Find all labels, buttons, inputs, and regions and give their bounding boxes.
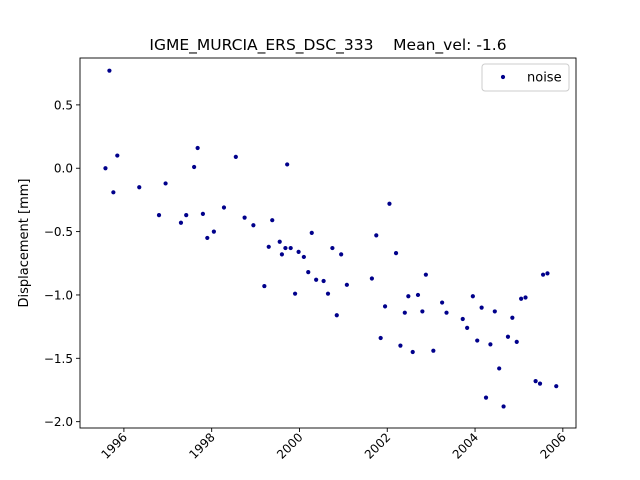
data-point <box>306 270 311 275</box>
data-point <box>465 325 470 330</box>
data-point <box>479 305 484 310</box>
data-point <box>321 278 326 284</box>
data-point <box>107 68 112 73</box>
data-point <box>415 292 421 298</box>
data-point <box>488 342 493 347</box>
legend-box <box>481 63 570 92</box>
data-point <box>233 154 238 159</box>
data-point <box>301 254 306 260</box>
data-point <box>378 335 383 341</box>
data-point <box>554 384 559 389</box>
y-tick-label: −2.0 <box>44 415 73 429</box>
data-point <box>178 220 184 225</box>
data-point <box>505 334 511 339</box>
data-point <box>111 190 116 195</box>
data-point <box>387 201 392 206</box>
data-point <box>444 310 449 315</box>
data-point <box>283 245 288 251</box>
data-point <box>460 316 465 322</box>
data-point <box>483 395 489 400</box>
data-point <box>382 304 388 309</box>
data-point <box>103 166 108 171</box>
data-point <box>423 272 428 277</box>
data-point <box>156 213 162 218</box>
data-point <box>431 348 436 353</box>
data-point <box>339 252 344 257</box>
data-point <box>410 349 415 355</box>
data-point <box>497 366 502 371</box>
data-point <box>277 239 282 244</box>
data-point <box>334 313 339 318</box>
legend-label: noise <box>527 71 562 86</box>
data-point <box>475 338 480 343</box>
data-point <box>292 291 298 296</box>
y-tick-label: 0.5 <box>54 98 73 112</box>
data-point <box>200 211 205 216</box>
data-point <box>192 164 197 170</box>
data-point <box>221 205 227 210</box>
data-point <box>296 249 301 254</box>
data-point <box>402 310 407 315</box>
plot-frame <box>79 57 577 429</box>
y-tick-label: −0.5 <box>44 225 73 239</box>
data-point <box>242 215 247 220</box>
data-point <box>184 213 189 218</box>
data-point <box>492 309 497 314</box>
data-point <box>266 244 271 249</box>
data-point <box>115 153 120 158</box>
data-point <box>288 245 293 251</box>
y-tick-label: −1.0 <box>44 288 73 302</box>
data-point <box>163 181 168 186</box>
data-point <box>470 294 475 299</box>
data-point <box>420 309 425 314</box>
data-point <box>398 343 403 348</box>
data-point <box>545 271 550 276</box>
data-point <box>330 245 335 251</box>
y-tick-label: −1.5 <box>44 352 73 366</box>
data-point <box>514 339 519 344</box>
chart-title: IGME_MURCIA_ERS_DSC_333 Mean_vel: -1.6 <box>149 36 506 55</box>
y-axis-label: Displacement [mm] <box>17 179 32 308</box>
data-point <box>205 235 210 241</box>
data-point <box>523 295 528 300</box>
data-point <box>406 294 411 299</box>
data-point <box>540 272 546 277</box>
data-point <box>537 381 543 386</box>
data-point <box>344 282 349 287</box>
data-point <box>501 404 506 409</box>
legend: noise <box>481 63 570 92</box>
data-point <box>251 223 256 228</box>
data-point <box>510 315 515 320</box>
y-axis-ticks: 0.5 0.0 −0.5 −1.0 −1.5 −2.0 <box>44 98 80 429</box>
data-point <box>309 230 314 235</box>
data-point <box>314 277 319 282</box>
data-point <box>393 251 399 256</box>
data-point <box>195 145 200 151</box>
plot-area <box>80 58 576 428</box>
y-tick-label: 0.0 <box>54 162 73 176</box>
scatter-points <box>103 68 559 409</box>
data-point <box>137 185 142 190</box>
data-point <box>262 283 267 289</box>
data-point <box>211 229 216 234</box>
legend-marker <box>500 74 506 80</box>
data-point <box>285 162 290 167</box>
data-point <box>279 252 285 257</box>
data-point <box>325 291 331 296</box>
data-point <box>440 300 445 305</box>
data-point <box>533 379 538 384</box>
data-point <box>519 296 524 301</box>
data-point <box>270 218 275 223</box>
data-point <box>369 276 374 281</box>
data-point <box>374 233 379 238</box>
